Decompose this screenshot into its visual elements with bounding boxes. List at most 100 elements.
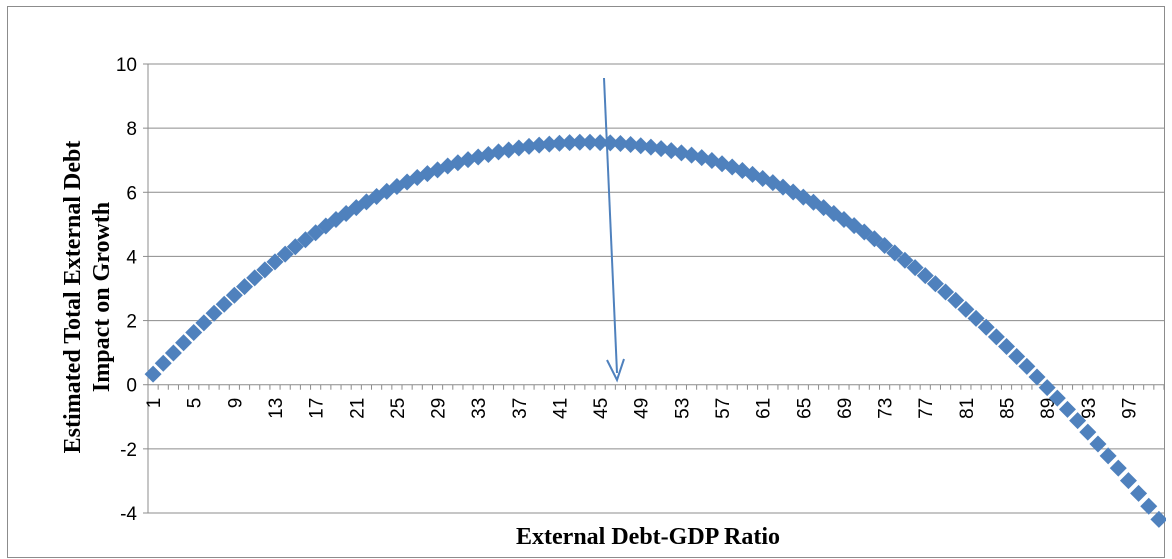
y-axis-title: Estimated Total External Debt Impact on … <box>60 141 115 454</box>
data-point <box>906 259 924 277</box>
x-tick-label: 21 <box>347 398 368 419</box>
data-point <box>154 354 172 372</box>
x-tick-label: 45 <box>591 398 612 419</box>
x-tick-label: 69 <box>835 398 856 419</box>
data-point <box>246 269 264 287</box>
x-tick-label: 37 <box>510 398 531 419</box>
data-point <box>611 135 629 153</box>
peak-arrow-head <box>606 358 625 383</box>
x-tick-label: 49 <box>632 398 653 419</box>
data-point <box>1109 459 1127 477</box>
data-point <box>1119 472 1137 490</box>
data-point <box>1089 435 1107 453</box>
x-tick-labels: 1 5 9 13 17 21 25 29 33 37 41 45 49 53 57 61 65 69 73 77 81 8… <box>144 398 1140 419</box>
data-point <box>581 133 599 151</box>
x-tick-label: 57 <box>713 398 734 419</box>
data-point <box>642 138 660 156</box>
data-point <box>175 334 193 352</box>
data-point <box>286 238 304 256</box>
data-point <box>967 309 985 327</box>
chart-frame: -4 -2 0 2 4 6 8 10 1 5 9 13 17 21 25 29 33 37 41 45 49 53 57 6… <box>7 6 1166 558</box>
data-point <box>1069 412 1087 430</box>
data-point <box>215 295 233 313</box>
data-point <box>957 300 975 318</box>
data-point <box>591 134 609 152</box>
x-tick-label: 5 <box>185 398 206 409</box>
data-points <box>144 133 1166 528</box>
data-point <box>540 135 558 153</box>
data-point <box>1008 347 1026 365</box>
y-tick-labels: -4 -2 0 2 4 6 8 10 <box>116 55 138 525</box>
x-tick-label: 33 <box>469 398 490 419</box>
y-tick-label: 8 <box>126 119 137 140</box>
x-tick-label: 1 <box>144 398 165 409</box>
x-tick-label: 9 <box>225 398 246 409</box>
data-point <box>916 267 934 285</box>
x-tick-label: 97 <box>1119 398 1140 419</box>
data-point <box>276 245 294 263</box>
x-tick-label: 61 <box>754 398 775 419</box>
data-point <box>998 338 1016 356</box>
data-point <box>266 253 284 271</box>
data-point <box>236 278 254 296</box>
data-point <box>225 286 243 304</box>
y-tick-label: 4 <box>126 247 137 268</box>
data-point <box>550 134 568 152</box>
data-point <box>1140 497 1158 515</box>
data-point <box>1038 379 1056 397</box>
data-point <box>1048 389 1066 407</box>
data-point <box>510 139 528 157</box>
x-tick-label: 29 <box>429 398 450 419</box>
y-tick-label: 0 <box>126 376 137 397</box>
data-point <box>296 231 314 249</box>
chart-svg: -4 -2 0 2 4 6 8 10 1 5 9 13 17 21 25 29 33 37 41 45 49 53 57 6… <box>60 55 1166 550</box>
x-tick-label: 85 <box>998 398 1019 419</box>
peak-arrow-line <box>603 77 618 374</box>
data-point <box>987 328 1005 346</box>
x-tick-label: 93 <box>1079 398 1100 419</box>
y-tick-label: -4 <box>120 504 137 525</box>
y-axis-title-line-2: Impact on Growth <box>89 202 115 392</box>
data-point <box>144 365 162 383</box>
data-point <box>530 136 548 154</box>
data-point <box>937 283 955 301</box>
y-tick-label: -2 <box>120 440 137 461</box>
gridlines <box>148 63 1164 514</box>
y-tick-label: 2 <box>126 312 137 333</box>
data-point <box>977 318 995 336</box>
x-tick-label: 25 <box>388 398 409 419</box>
x-tick-label: 41 <box>550 398 571 419</box>
data-point <box>1018 357 1036 375</box>
data-point <box>195 314 213 332</box>
data-point <box>876 237 894 255</box>
x-tick-label: 77 <box>916 398 937 419</box>
axes <box>143 63 1165 514</box>
x-tick-label: 17 <box>307 398 328 419</box>
data-point <box>561 134 579 152</box>
data-point <box>886 244 904 262</box>
data-point <box>1028 368 1046 386</box>
data-point <box>256 261 274 279</box>
data-point <box>1058 400 1076 418</box>
data-point <box>520 137 538 155</box>
data-point <box>947 291 965 309</box>
x-tick-label: 13 <box>266 398 287 419</box>
x-tick-label: 73 <box>876 398 897 419</box>
y-tick-label: 10 <box>116 55 137 76</box>
x-tick-label: 81 <box>957 398 978 419</box>
data-point <box>571 133 589 151</box>
data-point <box>926 275 944 293</box>
data-point <box>632 137 650 155</box>
data-point <box>205 304 223 322</box>
data-point <box>1099 447 1117 465</box>
x-tick-label: 65 <box>794 398 815 419</box>
data-point <box>185 323 203 341</box>
data-point <box>1130 484 1148 502</box>
data-point <box>622 135 640 153</box>
data-point <box>164 344 182 362</box>
data-point <box>1079 423 1097 441</box>
annotations <box>603 77 625 383</box>
y-axis-title-line-1: Estimated Total External Debt <box>60 141 86 454</box>
x-axis-title: External Debt-GDP Ratio <box>516 524 780 550</box>
data-point <box>1150 510 1166 528</box>
